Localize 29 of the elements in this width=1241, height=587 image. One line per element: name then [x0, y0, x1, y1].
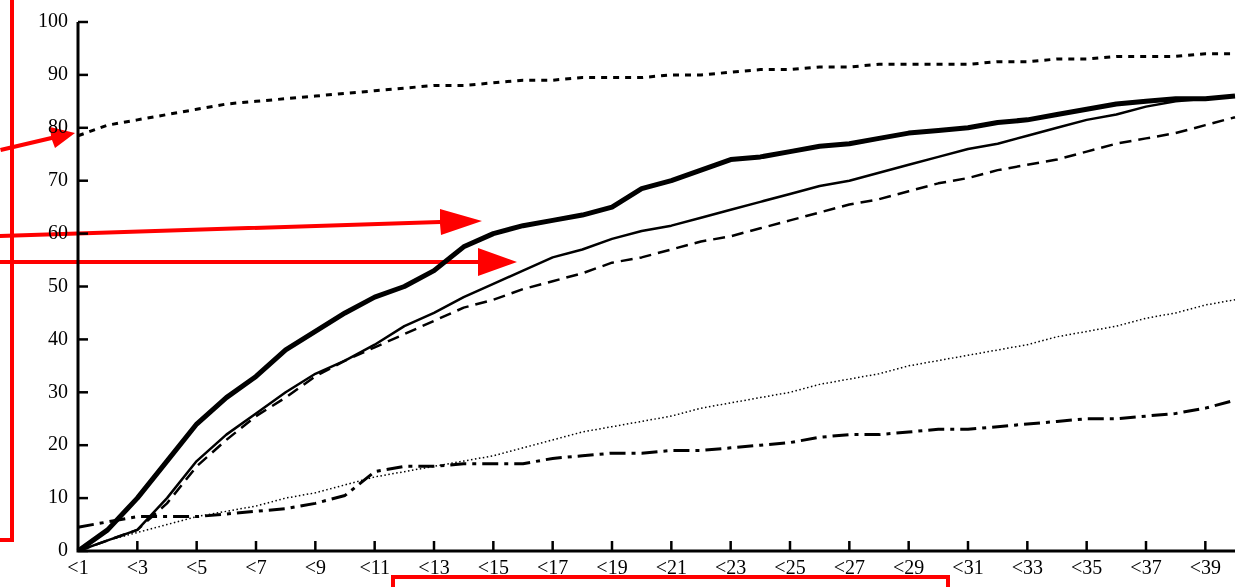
x-tick-label: <11	[359, 556, 390, 579]
x-tick-label: <31	[952, 556, 984, 579]
x-tick-label: <39	[1189, 556, 1221, 579]
x-tick-label: <21	[655, 556, 687, 579]
x-tick-label: <15	[477, 556, 509, 579]
x-tick-label: <33	[1011, 556, 1043, 579]
y-tick-label: 90	[48, 62, 68, 85]
y-tick-label: 100	[38, 9, 68, 32]
x-tick-label: <35	[1071, 556, 1103, 579]
y-tick-label: 10	[48, 485, 68, 508]
y-tick-label: 20	[48, 432, 68, 455]
x-tick-label: <25	[774, 556, 806, 579]
y-tick-label: 0	[58, 538, 68, 561]
x-tick-label: <7	[245, 556, 267, 579]
x-tick-label: <29	[893, 556, 925, 579]
y-tick-label: 50	[48, 273, 68, 296]
y-tick-label: 40	[48, 326, 68, 349]
x-tick-label: <17	[537, 556, 569, 579]
x-tick-label: <23	[715, 556, 747, 579]
x-tick-label: <1	[67, 556, 89, 579]
x-tick-label: <9	[304, 556, 326, 579]
x-tick-label: <5	[186, 556, 208, 579]
x-tick-label: <13	[418, 556, 450, 579]
y-tick-label: 70	[48, 167, 68, 190]
x-tick-label: <19	[596, 556, 628, 579]
x-tick-label: <27	[833, 556, 865, 579]
x-tick-label: <37	[1130, 556, 1162, 579]
x-tick-label: <3	[126, 556, 148, 579]
y-tick-label: 30	[48, 379, 68, 402]
